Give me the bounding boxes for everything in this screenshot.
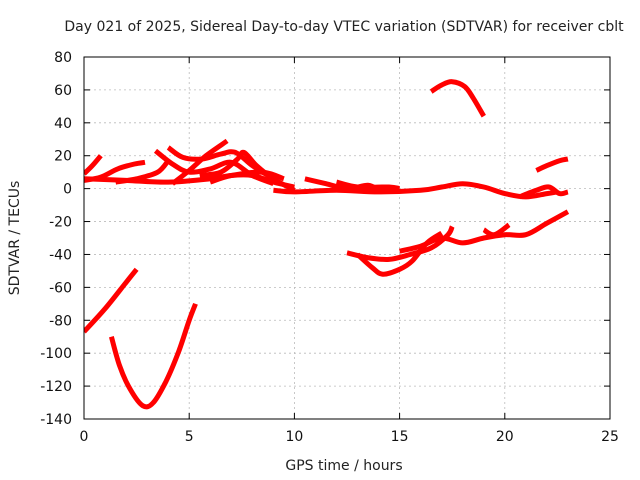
- series-arc-17: [398, 209, 570, 254]
- y-tick-label: -120: [40, 379, 72, 395]
- series-arc-19: [429, 79, 486, 118]
- series-arc-07: [153, 148, 275, 187]
- y-tick-label: -100: [40, 346, 72, 362]
- x-tick-label: 5: [185, 429, 194, 445]
- series-arc-15: [346, 225, 455, 263]
- series-arc-11: [209, 169, 285, 185]
- y-tick-label: -20: [49, 215, 72, 231]
- series-arc-12: [273, 181, 558, 200]
- series-arc-20: [535, 156, 569, 173]
- series-arc-02: [108, 302, 198, 410]
- x-axis-label: GPS time / hours: [285, 458, 402, 474]
- y-tick-label: 20: [54, 149, 72, 165]
- x-tick-label: 20: [496, 429, 514, 445]
- x-tick-label: 25: [601, 429, 619, 445]
- y-tick-label: 60: [54, 83, 72, 99]
- series-arc-08: [166, 145, 275, 181]
- axis-ticks: 0 5 10 15 20 25 -140 -120 -100 -80 -60 -40 -20 0 20 40 6…: [40, 50, 619, 445]
- y-tick-label: 0: [63, 182, 72, 198]
- series-arc-14: [335, 179, 401, 192]
- series-arc-06: [115, 158, 171, 185]
- y-tick-label: -40: [49, 247, 72, 263]
- plot-frame: [83, 56, 611, 420]
- x-tick-label: 15: [391, 429, 409, 445]
- x-tick-label: 10: [285, 429, 303, 445]
- chart-title: Day 021 of 2025, Sidereal Day-to-day VTE…: [64, 19, 624, 35]
- y-tick-label: 40: [54, 116, 72, 132]
- series-arc-10: [199, 149, 296, 193]
- y-tick-label: -60: [49, 280, 72, 296]
- x-tick-label: 0: [80, 429, 89, 445]
- series-arc-18: [482, 222, 511, 238]
- grid-lines: [84, 57, 610, 419]
- series-arc-21: [518, 184, 569, 200]
- series-arc-01: [84, 267, 139, 334]
- series-arc-09: [170, 138, 229, 186]
- y-tick-label: -80: [49, 313, 72, 329]
- y-tick-label: 80: [54, 50, 72, 66]
- y-axis-label: SDTVAR / TECUs: [7, 181, 23, 296]
- series-arc-03: [84, 154, 103, 176]
- y-tick-label: -140: [40, 412, 72, 428]
- series-layer: [84, 79, 570, 410]
